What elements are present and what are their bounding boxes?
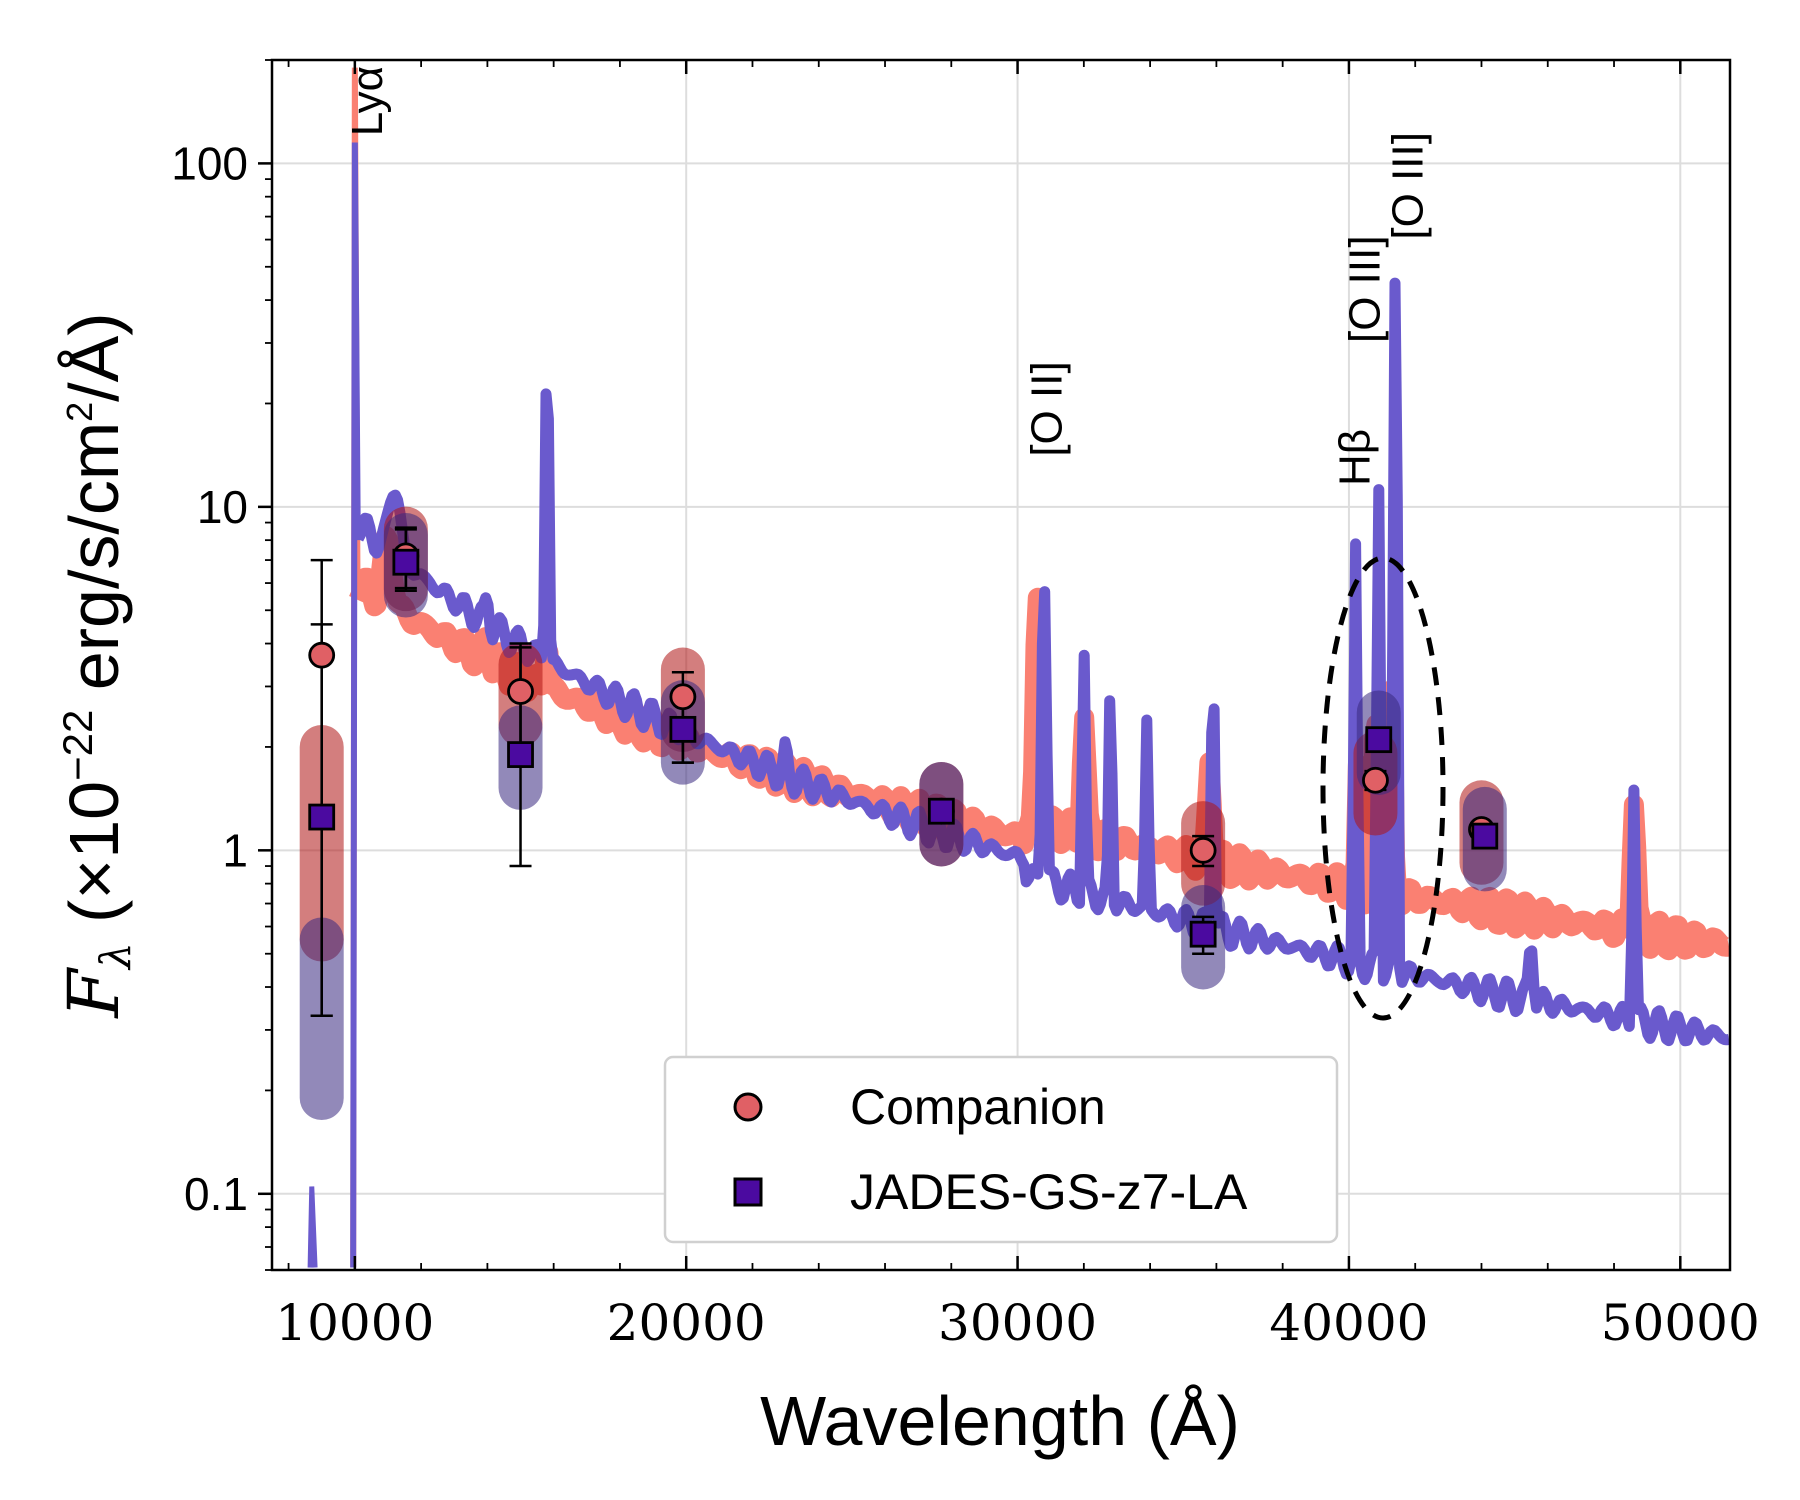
x-axis: 10000 20000 30000 40000 50000 (275, 60, 1760, 1352)
x-tick-label: 50000 (1601, 1294, 1760, 1352)
jades-point (669, 715, 697, 743)
y-tick-label: 10 (197, 481, 248, 533)
x-tick-label: 30000 (938, 1294, 1097, 1352)
jades-point (1365, 726, 1393, 754)
jades-point (1471, 822, 1499, 850)
companion-point (507, 678, 534, 705)
companion-point (669, 683, 697, 711)
legend-marker-companion (733, 1092, 763, 1122)
legend-label-companion: Companion (850, 1079, 1106, 1135)
x-axis-title: Wavelength (Å) (760, 1382, 1240, 1460)
line-annotations: Lyα [O II] Hβ [O III][O III] (343, 66, 1432, 486)
y-axis-units: erg/s/cm (55, 422, 133, 710)
jades-lya-spike (350, 142, 361, 1268)
y-axis-units-square: 2 (59, 402, 100, 422)
y-axis-scale: (×10 (55, 781, 133, 943)
jades-point (308, 803, 336, 831)
y-axis: 0.1 1 10 100 (171, 59, 272, 1271)
x-tick-label: 20000 (607, 1294, 766, 1352)
legend-label-jades: JADES-GS-z7-LA (850, 1164, 1248, 1220)
companion-point (1362, 766, 1389, 794)
y-axis-symbol: F (53, 967, 135, 1020)
jades-point (507, 741, 534, 768)
jades-point (1189, 920, 1217, 948)
jades-point (927, 797, 955, 825)
line-annotation-label: [O III] (1341, 235, 1390, 343)
y-tick-label: 0.1 (184, 1168, 248, 1220)
companion-point (308, 641, 336, 669)
y-tick-label: 1 (222, 824, 248, 876)
y-tick-label: 100 (171, 137, 248, 189)
model-spectra (307, 67, 1737, 1268)
line-annotation-label: [O II] (1022, 361, 1071, 456)
jades-blue-tail (307, 1186, 318, 1268)
y-axis-exponent: −22 (54, 710, 101, 781)
plot-frame (270, 58, 1732, 1272)
legend: Companion JADES-GS-z7-LA (663, 1055, 1339, 1244)
jades-point (392, 548, 420, 576)
highlight-ellipse (1320, 555, 1446, 1021)
x-tick-label: 10000 (275, 1294, 434, 1352)
x-tick-label: 40000 (1269, 1294, 1428, 1352)
companion-point (1189, 836, 1217, 864)
line-annotation-label: [O III] (1384, 132, 1433, 240)
legend-box (663, 1055, 1339, 1244)
y-axis-subscript: λ (91, 942, 140, 971)
jades-model-spectrum (353, 277, 1733, 1047)
y-axis-units-tail: /Å) (55, 312, 133, 401)
line-annotation-label: Lyα (343, 66, 392, 136)
y-axis-title: Fλ (×10−22 erg/s/cm2/Å) (53, 312, 140, 1019)
line-annotation-label: Hβ (1331, 429, 1380, 486)
legend-marker-jades (733, 1177, 763, 1207)
data-points (308, 542, 1499, 948)
